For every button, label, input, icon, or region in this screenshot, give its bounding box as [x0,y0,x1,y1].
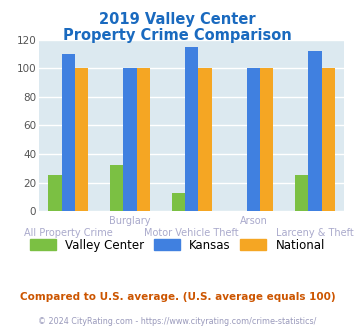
Bar [110,165,123,211]
Text: Burglary: Burglary [109,216,151,226]
Text: Motor Vehicle Theft: Motor Vehicle Theft [144,228,239,238]
Text: Larceny & Theft: Larceny & Theft [276,228,354,238]
Bar [172,193,185,211]
Legend: Valley Center, Kansas, National: Valley Center, Kansas, National [25,234,330,256]
Bar [48,176,62,211]
Bar [198,68,212,211]
Text: Property Crime Comparison: Property Crime Comparison [63,28,292,43]
Bar [260,68,273,211]
Bar [322,68,335,211]
Bar [185,47,198,211]
Text: Arson: Arson [240,216,267,226]
Bar [247,68,260,211]
Bar [62,54,75,211]
Bar [308,51,322,211]
Text: © 2024 CityRating.com - https://www.cityrating.com/crime-statistics/: © 2024 CityRating.com - https://www.city… [38,317,317,326]
Text: Compared to U.S. average. (U.S. average equals 100): Compared to U.S. average. (U.S. average … [20,292,335,302]
Bar [137,68,150,211]
Text: 2019 Valley Center: 2019 Valley Center [99,12,256,26]
Bar [123,68,137,211]
Bar [75,68,88,211]
Bar [295,176,308,211]
Text: All Property Crime: All Property Crime [24,228,113,238]
